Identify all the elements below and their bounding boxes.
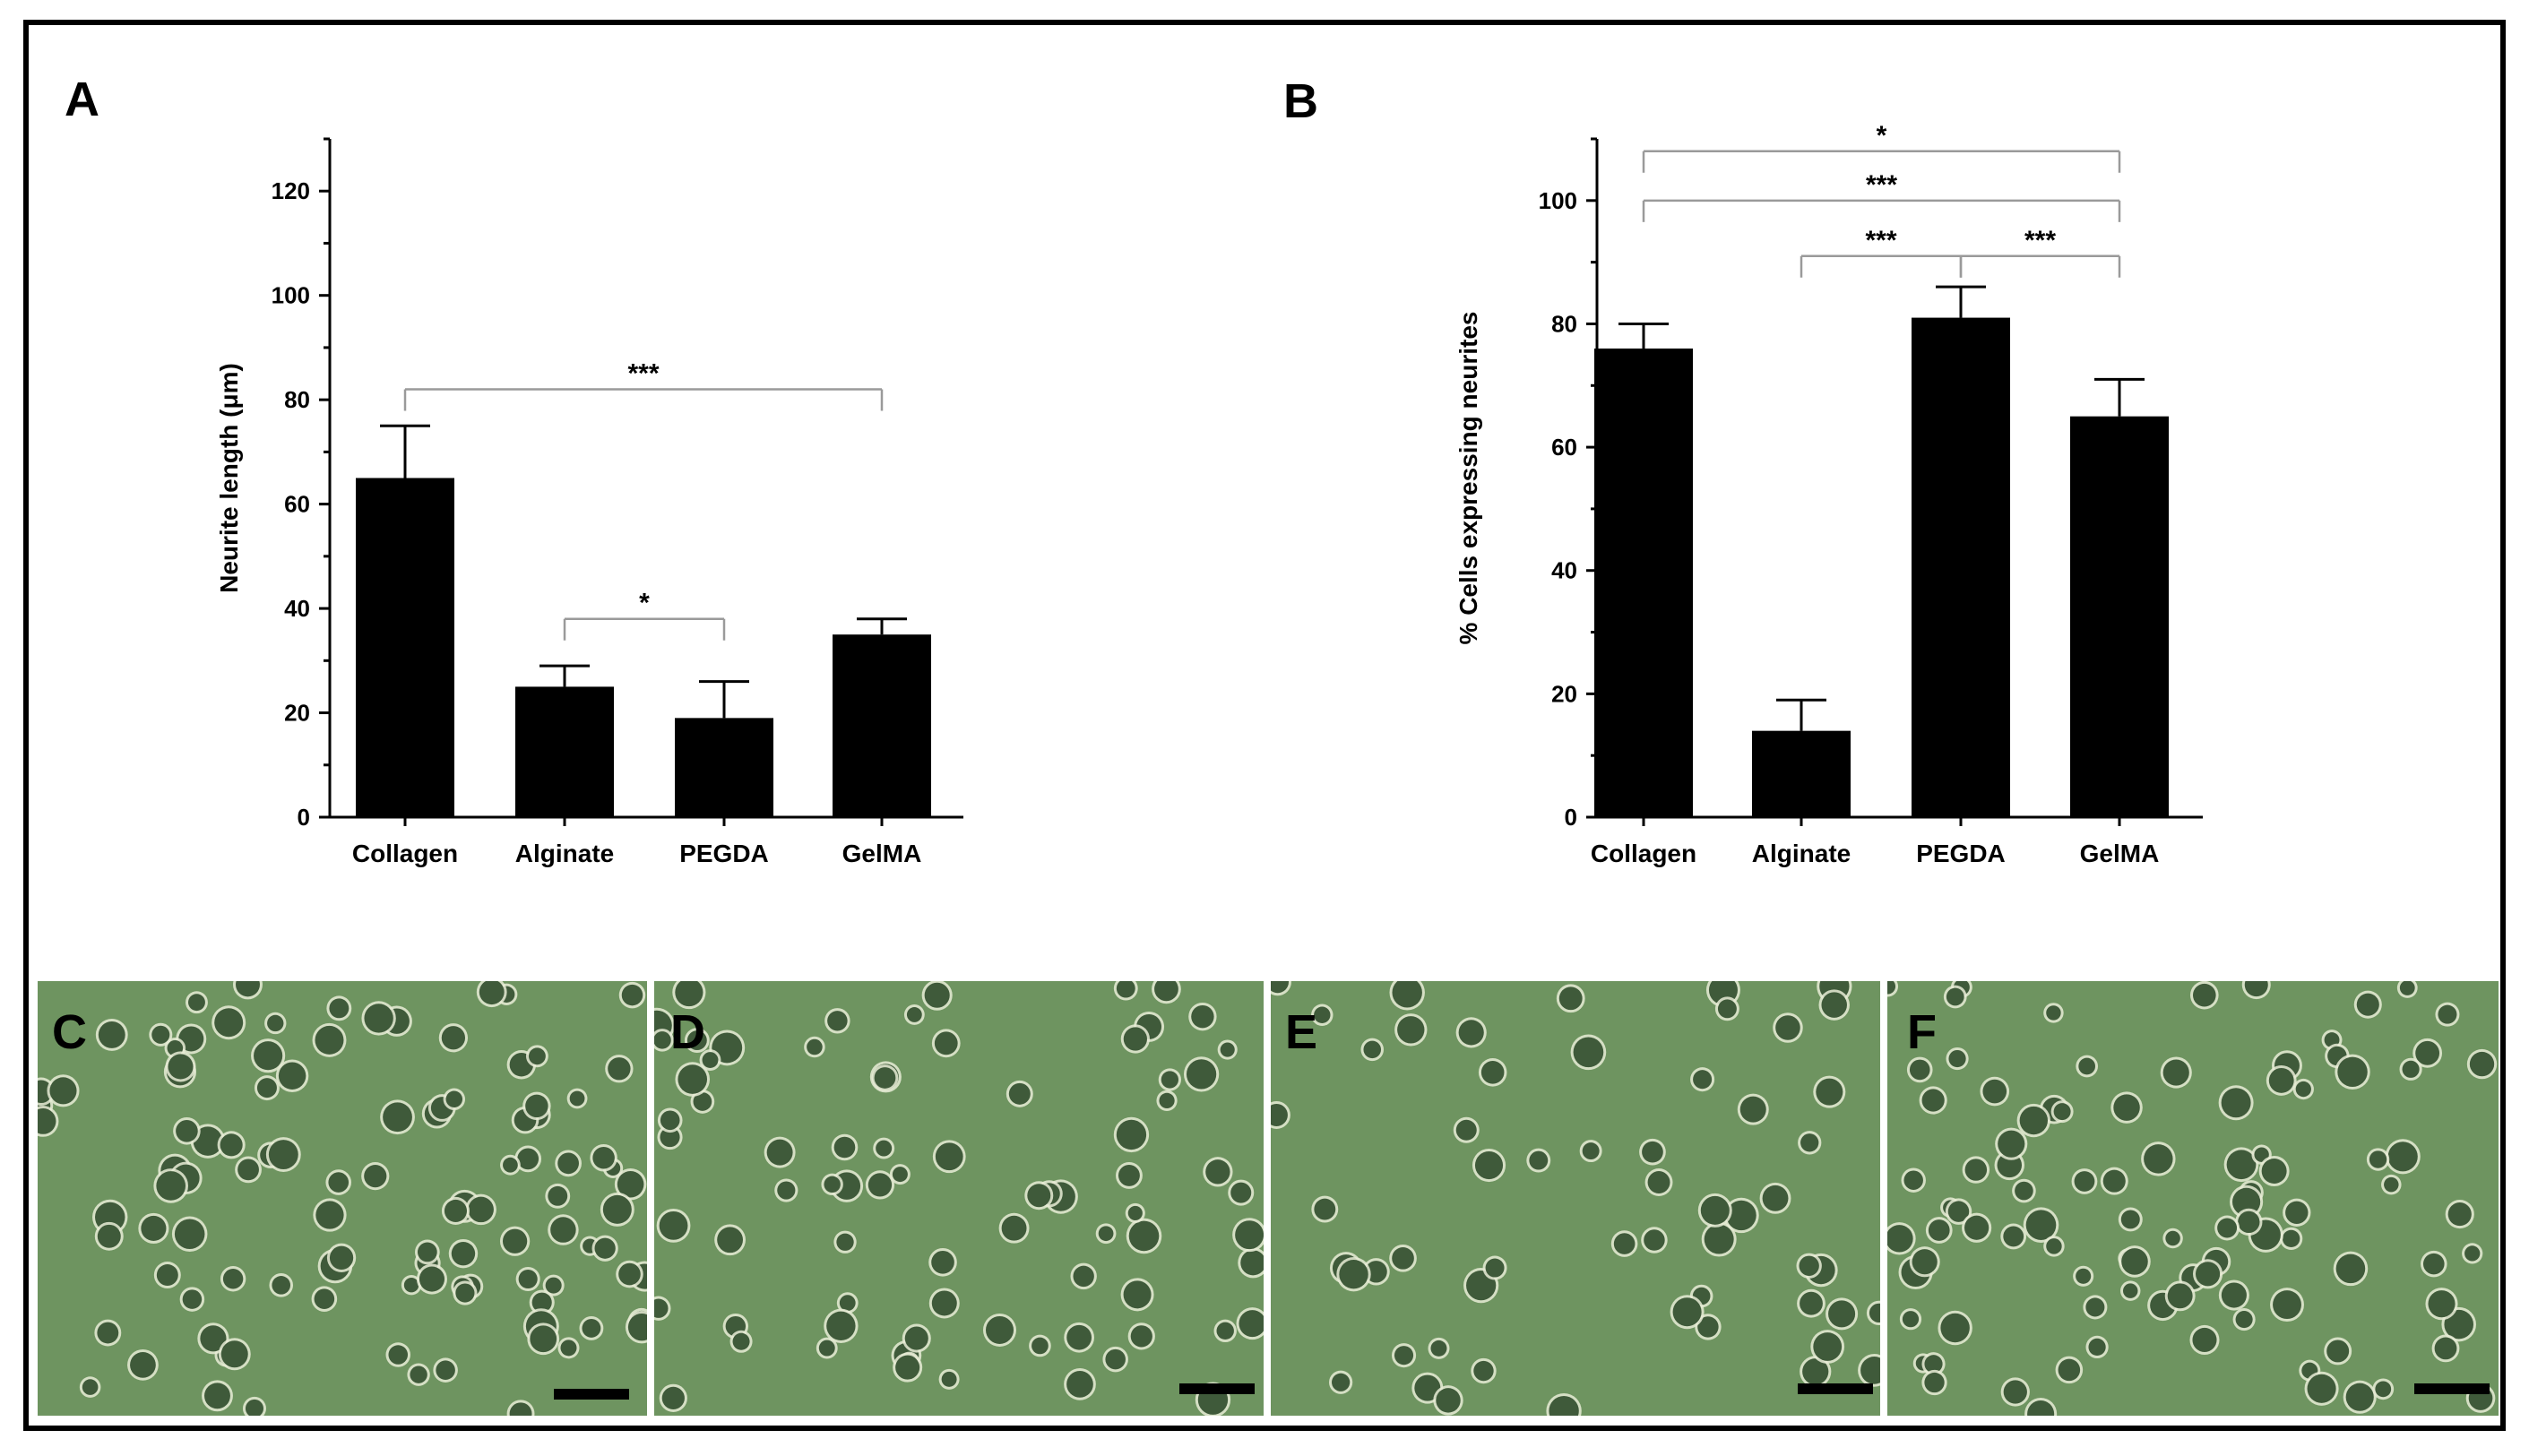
significance-label: *** bbox=[2024, 226, 2056, 255]
micrograph-pegda bbox=[1271, 981, 1880, 1416]
x-tick-label: Collagen bbox=[352, 840, 458, 867]
bar-gelma bbox=[2070, 416, 2169, 817]
bar-alginate bbox=[515, 686, 614, 817]
panel-letter-f: F bbox=[1907, 1005, 1937, 1059]
scale-bar bbox=[2414, 1383, 2490, 1394]
significance-label: *** bbox=[627, 359, 659, 389]
y-tick-label: 60 bbox=[1551, 434, 1577, 461]
significance-label: *** bbox=[1866, 170, 1897, 200]
x-tick-label: GelMA bbox=[2080, 840, 2160, 867]
y-tick-label: 40 bbox=[1551, 557, 1577, 584]
y-tick-label: 20 bbox=[1551, 680, 1577, 707]
x-tick-label: Alginate bbox=[515, 840, 614, 867]
significance-label: * bbox=[1877, 121, 1887, 151]
y-tick-label: 100 bbox=[272, 282, 310, 309]
bar-charts: 0 20 40 60 80 100 120 Neurite length (μm) Collag… bbox=[215, 121, 2203, 867]
y-tick-label: 80 bbox=[1551, 310, 1577, 337]
scale-bar bbox=[554, 1389, 629, 1400]
panel-letter-d: D bbox=[670, 1005, 705, 1059]
panel-letter-a: A bbox=[65, 73, 99, 126]
micrograph-collagen bbox=[38, 981, 647, 1416]
y-tick-label: 80 bbox=[284, 386, 310, 413]
panel-letter-c: C bbox=[52, 1005, 87, 1059]
y-axis-label: % Cells expressing neurites bbox=[1454, 312, 1482, 645]
micrograph-image bbox=[654, 981, 1264, 1416]
y-tick-label: 120 bbox=[272, 177, 310, 204]
micrograph-image bbox=[1887, 981, 2499, 1416]
panel-letter-e: E bbox=[1285, 1005, 1318, 1059]
micrograph-image bbox=[1271, 981, 1880, 1416]
x-tick-label: Collagen bbox=[1591, 840, 1696, 867]
panel-letter-b: B bbox=[1283, 74, 1318, 128]
y-tick-label: 40 bbox=[284, 595, 310, 622]
bar-gelma bbox=[833, 634, 931, 817]
micrograph-image bbox=[38, 981, 647, 1416]
bar-pegda bbox=[1912, 317, 2010, 817]
bar-pegda bbox=[675, 718, 773, 817]
y-tick-label: 0 bbox=[1565, 804, 1577, 831]
significance-label: * bbox=[639, 589, 650, 618]
x-tick-label: PEGDA bbox=[679, 840, 769, 867]
y-tick-label: 20 bbox=[284, 700, 310, 727]
scale-bar bbox=[1179, 1383, 1255, 1394]
y-tick-label: 100 bbox=[1539, 187, 1577, 214]
y-tick-label: 60 bbox=[284, 491, 310, 518]
micrograph-gelma bbox=[1887, 981, 2499, 1416]
significance-label: *** bbox=[1865, 226, 1896, 255]
scale-bar bbox=[1798, 1383, 1873, 1394]
x-tick-label: PEGDA bbox=[1916, 840, 2006, 867]
x-tick-label: GelMA bbox=[842, 840, 922, 867]
micrograph-alginate bbox=[654, 981, 1264, 1416]
bar-collagen bbox=[1594, 348, 1693, 817]
y-tick-label: 0 bbox=[298, 804, 310, 831]
bar-collagen bbox=[356, 478, 454, 817]
x-tick-label: Alginate bbox=[1752, 840, 1851, 867]
y-axis-label: Neurite length (μm) bbox=[215, 363, 243, 593]
bar-alginate bbox=[1752, 730, 1851, 817]
